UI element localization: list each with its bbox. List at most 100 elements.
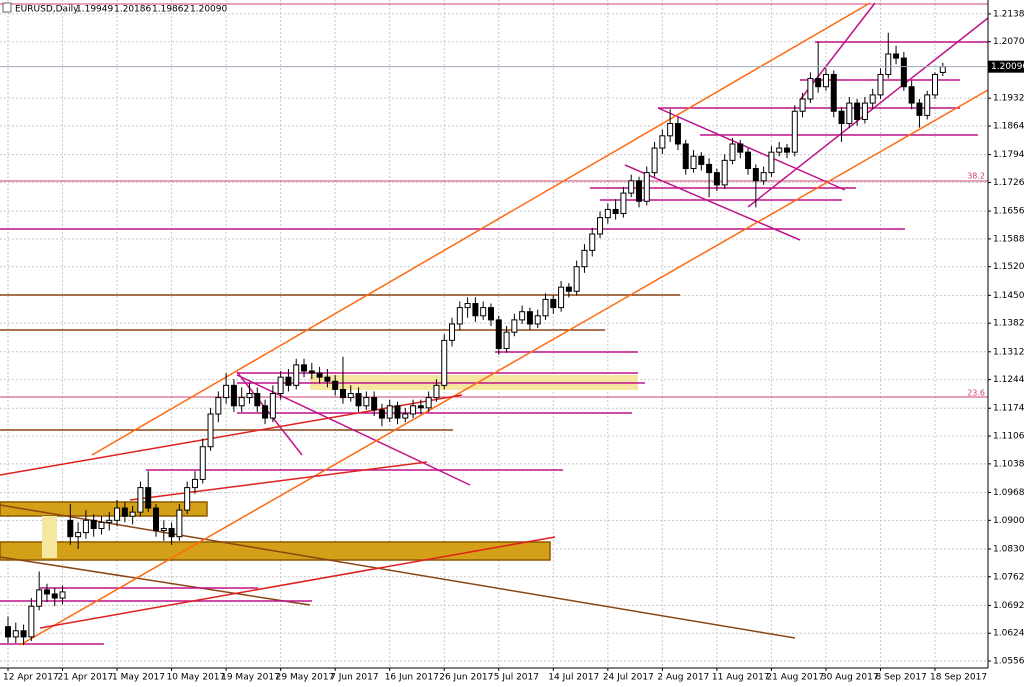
candle-body — [106, 519, 113, 523]
candle-body — [807, 78, 814, 100]
candle-body — [581, 249, 588, 268]
candle-body — [534, 315, 541, 325]
candle-body — [550, 298, 557, 309]
trend-line — [0, 394, 463, 476]
candle-body — [160, 528, 167, 532]
candle-body — [371, 397, 378, 411]
candle-body — [729, 143, 736, 161]
y-tick-label: 1.16560 — [993, 207, 1024, 217]
y-tick-label: 1.18640 — [993, 121, 1024, 131]
candle-body — [900, 57, 907, 88]
x-tick-label: 2 Aug 2017 — [657, 673, 709, 683]
candle-body — [822, 73, 829, 88]
candle-body — [36, 589, 43, 607]
candle-body — [690, 155, 697, 170]
candle-body — [5, 626, 11, 638]
y-tick-label: 1.13820 — [993, 319, 1024, 329]
x-tick-label: 21 Aug 2017 — [766, 673, 824, 683]
symbol: EURUSD,Daily — [15, 5, 79, 15]
trend-line — [0, 556, 311, 606]
candle-body — [503, 331, 510, 350]
candle-body — [433, 384, 440, 399]
quote-open: 1.19949 — [76, 5, 113, 15]
candle-body — [176, 509, 183, 538]
candle-body — [246, 393, 253, 399]
candle-body — [565, 286, 572, 292]
candle-body — [589, 233, 596, 251]
x-tick-label: 12 Apr 2017 — [3, 673, 59, 683]
candle-body — [215, 397, 222, 415]
candle-body — [410, 405, 417, 415]
candle-body — [28, 605, 35, 638]
drawings — [0, 2, 989, 646]
trend-line — [236, 371, 303, 456]
candle-body — [363, 397, 370, 407]
candle-body — [43, 589, 50, 595]
candle-body — [939, 66, 946, 73]
y-tick-label: 1.11060 — [993, 432, 1024, 442]
last-price-box — [988, 60, 1024, 73]
candle-body — [347, 393, 354, 399]
candle-body — [674, 123, 681, 145]
candle-body — [737, 143, 744, 153]
x-tick-label: 11 Aug 2017 — [712, 673, 770, 683]
x-tick-label: 19 May 2017 — [221, 673, 280, 683]
x-tick-label: 26 Jun 2017 — [439, 673, 493, 683]
candle-body — [635, 180, 642, 202]
trend-line — [129, 461, 428, 501]
candle-body — [558, 286, 565, 309]
candle-body — [924, 94, 931, 116]
candle-body — [799, 98, 806, 112]
x-tick-label: 24 Jul 2017 — [603, 673, 654, 683]
y-tick-label: 1.17940 — [993, 150, 1024, 160]
x-tick-label: 5 Jul 2017 — [494, 673, 539, 683]
candle-body — [269, 393, 276, 419]
candle-body — [854, 102, 861, 120]
candle-body — [526, 311, 533, 325]
candle-body — [706, 163, 713, 174]
y-tick-label: 1.13120 — [993, 347, 1024, 357]
candle-body — [82, 519, 89, 534]
candle-body — [916, 102, 923, 116]
candle-body — [815, 78, 822, 88]
candle-body — [121, 507, 128, 517]
candle-body — [542, 298, 549, 317]
candle-body — [262, 405, 269, 419]
y-tick-label: 1.15200 — [993, 262, 1024, 272]
quote-close: 1.20090 — [190, 5, 227, 15]
candle-body — [620, 192, 627, 215]
candle-body — [98, 521, 105, 530]
x-tick-label: 18 Sep 2017 — [930, 673, 987, 683]
candle-body — [511, 319, 518, 333]
x-tick-label: 1 May 2017 — [112, 673, 165, 683]
candle-body — [612, 208, 619, 215]
candle-body — [745, 151, 752, 170]
candle-body — [425, 397, 432, 409]
candle-body — [449, 323, 456, 341]
candle-body — [402, 413, 409, 419]
candle-body — [153, 507, 160, 532]
last-price-label: 1.20090 — [991, 62, 1024, 72]
candle-body — [464, 303, 471, 309]
candle-body — [791, 110, 798, 153]
quote-high: 1.20186 — [114, 5, 151, 15]
candle-body — [254, 393, 261, 407]
candle-body — [893, 53, 900, 59]
candle-body — [908, 86, 915, 104]
candle-body — [277, 376, 284, 395]
candle-body — [487, 307, 494, 321]
candle-body — [869, 94, 876, 104]
candle-body — [495, 319, 502, 350]
x-tick-label: 7 Jun 2017 — [330, 673, 378, 683]
candle-body — [223, 384, 230, 399]
channel-line — [91, 2, 871, 456]
candle-body — [667, 123, 674, 137]
y-tick-label: 1.15880 — [993, 234, 1024, 244]
candle-body — [51, 593, 58, 599]
y-tick-label: 1.21380 — [993, 9, 1024, 19]
candle-body — [861, 102, 868, 120]
candle-body — [378, 409, 385, 419]
candle-body — [199, 446, 206, 480]
y-tick-label: 1.07620 — [993, 572, 1024, 582]
